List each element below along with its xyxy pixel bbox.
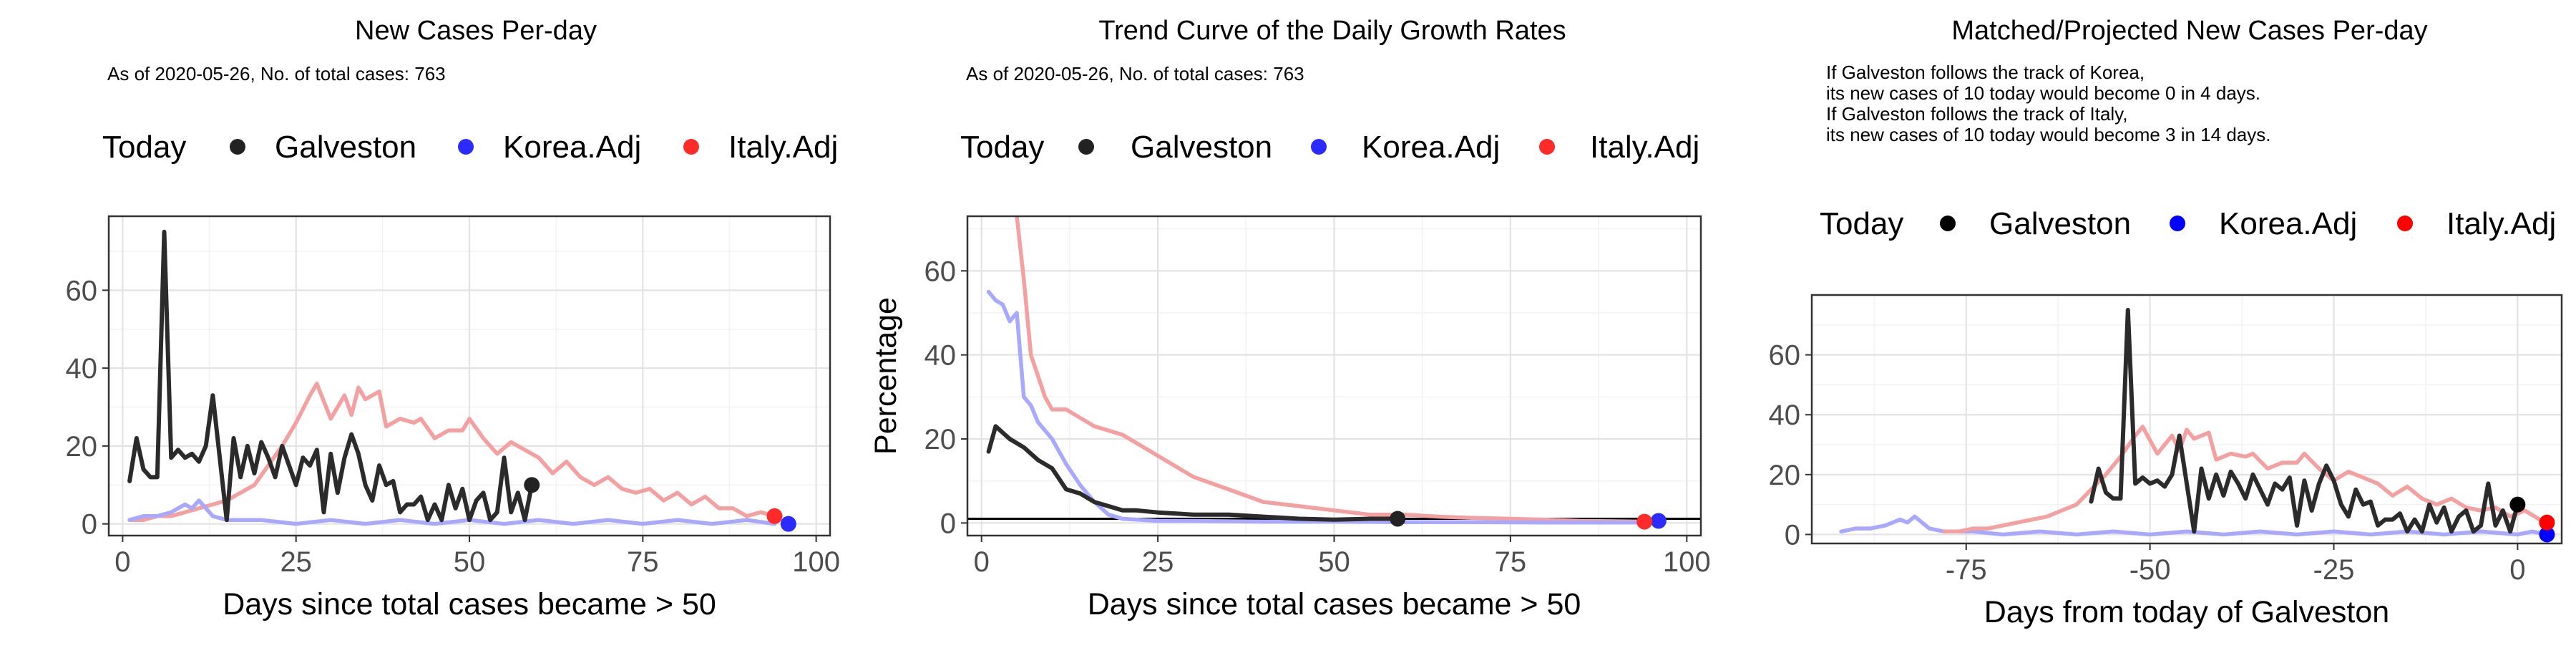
- panel1-x-tick-label: 50: [454, 546, 486, 578]
- panel3-y-tick-label: 0: [1785, 519, 1800, 551]
- panel2-x-tick-label: 75: [1495, 546, 1527, 578]
- panel3-subtitle-line: If Galveston follows the track of Korea,: [1826, 62, 2145, 83]
- panel3-y-tick-label: 60: [1769, 340, 1801, 372]
- panel3-y-tick-label: 40: [1769, 400, 1801, 431]
- panel1-y-tick-label: 60: [66, 275, 98, 306]
- panel2-x-tick-label: 100: [1663, 546, 1711, 578]
- panel2-legend-label: Italy.Adj: [1590, 130, 1699, 165]
- panel2-today-point-galveston: [1390, 511, 1406, 527]
- panel3-subtitle-line: If Galveston follows the track of Italy,: [1826, 103, 2127, 125]
- panel1-y-tick-label: 20: [66, 431, 98, 463]
- panel1-x-tick-label: 75: [627, 546, 659, 578]
- panel2-x-axis-label: Days since total cases became > 50: [1088, 587, 1581, 622]
- panel1-x-tick-label: 100: [792, 546, 840, 578]
- panel1-series-galveston-line: [127, 229, 535, 523]
- panel1-y-tick-label: 0: [82, 509, 97, 541]
- panel3-legend-label: Korea.Adj: [2219, 206, 2357, 241]
- panel3-today-point-korea-adj: [2539, 526, 2555, 543]
- panel2-series-korea-adj-line: [986, 289, 1661, 525]
- panel3-title: Matched/Projected New Cases Per-day: [1951, 16, 2427, 46]
- panel3-today-point-galveston: [2509, 496, 2526, 513]
- panel3-x-tick-label: -25: [2313, 554, 2355, 586]
- panel2-y-tick-label: 20: [924, 424, 957, 455]
- panel1-y-tick-label: 40: [66, 353, 98, 385]
- panel3-subtitle-line: its new cases of 10 today would become 3…: [1826, 124, 2270, 145]
- panel1-x-tick-label: 25: [280, 546, 312, 578]
- panel3-legend-label: Galveston: [1989, 206, 2131, 241]
- panel2-y-tick-label: 60: [924, 256, 957, 287]
- panel2-panel-border: [966, 215, 1702, 537]
- panel3-x-tick-label: -75: [1946, 554, 1987, 586]
- panel3-panel-border: [1810, 294, 2563, 545]
- panel2-legend-title: Today: [960, 130, 1044, 165]
- panel2-legend-label: Korea.Adj: [1362, 130, 1500, 165]
- panel1-legend-key: [230, 139, 245, 155]
- panel3-legend-label: Italy.Adj: [2446, 206, 2556, 241]
- panel3-x-tick-label: -50: [2129, 554, 2171, 586]
- panel2-legend-label: Galveston: [1131, 130, 1272, 165]
- panel3-y-tick-label: 20: [1769, 460, 1801, 491]
- panel2-legend-key: [1311, 139, 1327, 155]
- panel1-subtitle-line: As of 2020-05-26, No. of total cases: 76…: [107, 63, 446, 84]
- panel1-legend-label: Galveston: [275, 130, 416, 165]
- panel2-x-tick-label: 25: [1142, 546, 1174, 578]
- panel1-legend-label: Italy.Adj: [728, 130, 838, 165]
- panel3-legend-key: [2170, 216, 2185, 231]
- panel2-today-point-korea-adj: [1650, 513, 1667, 529]
- panel2-x-tick-label: 0: [974, 546, 990, 578]
- panel3-x-tick-label: 0: [2509, 554, 2525, 586]
- panel1-series-korea-adj-line: [127, 498, 777, 526]
- panel1-legend-key: [683, 139, 699, 155]
- panel1-panel-border: [107, 215, 831, 537]
- panel2-series-galveston-line: [986, 424, 1400, 522]
- panel1-title: New Cases Per-day: [355, 16, 597, 46]
- panel2-legend-key: [1078, 139, 1094, 155]
- panel3-legend-key: [2397, 216, 2413, 231]
- panel1-legend-title: Today: [102, 130, 186, 165]
- panel3-series-italy-adj-line: [1942, 425, 2550, 534]
- panel3-subtitle-line: its new cases of 10 today would become 0…: [1826, 82, 2260, 104]
- panel3-legend-key: [1940, 216, 1956, 231]
- panel1-series-italy-adj-line: [127, 382, 777, 522]
- panel3-today-point-italy-adj: [2539, 514, 2555, 531]
- panel2-today-point-italy-adj: [1636, 513, 1653, 530]
- panel2-legend-key: [1539, 139, 1555, 155]
- panel2-x-tick-label: 50: [1318, 546, 1350, 578]
- panel2-title: Trend Curve of the Daily Growth Rates: [1098, 16, 1566, 46]
- panel2-y-tick-label: 0: [940, 508, 956, 539]
- panel3-legend-title: Today: [1820, 206, 1903, 241]
- panel1-x-tick-label: 0: [114, 546, 130, 578]
- panel1-legend-key: [458, 139, 474, 155]
- panel3-x-axis-label: Days from today of Galveston: [1984, 595, 2389, 629]
- panel2-series-italy-adj-line: [1015, 216, 1646, 524]
- panel1-today-point-korea-adj: [780, 516, 796, 532]
- panel2-y-axis-label: Percentage: [869, 297, 903, 455]
- panel1-today-point-galveston: [524, 477, 540, 493]
- panel3-series-galveston-line: [2089, 307, 2520, 534]
- panel2-y-tick-label: 40: [924, 340, 957, 372]
- panel3-series-korea-adj-line: [1839, 514, 2550, 537]
- panel1-today-point-italy-adj: [766, 508, 783, 524]
- panel1-legend-label: Korea.Adj: [503, 130, 641, 165]
- panel1-x-axis-label: Days since total cases became > 50: [223, 587, 716, 622]
- panel2-subtitle-line: As of 2020-05-26, No. of total cases: 76…: [966, 63, 1304, 84]
